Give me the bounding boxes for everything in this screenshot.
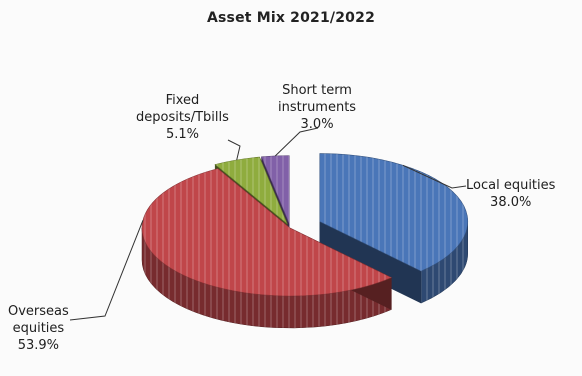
slice-texture-overseas-equities bbox=[141, 168, 392, 296]
label-overseas-equities: Overseas equities 53.9% bbox=[8, 303, 69, 354]
leader-lines bbox=[69, 127, 467, 321]
label-short-word2: instruments bbox=[278, 100, 357, 115]
label-fixed-deposits-name: Fixed deposits/Tbills bbox=[136, 93, 229, 125]
slice-tops bbox=[141, 153, 469, 297]
leader-line-fixed-deposits bbox=[227, 139, 241, 161]
label-short-term-value: 3.0% bbox=[300, 117, 334, 132]
leader-line-overseas-equities bbox=[69, 220, 144, 321]
leader-line-short-term bbox=[274, 127, 319, 157]
label-local-equities: Local equities 38.0% bbox=[466, 177, 555, 211]
label-short-term-name: Short term instruments bbox=[278, 83, 356, 115]
label-local-equities-value: 38.0% bbox=[490, 195, 532, 210]
label-short-word1: Short term bbox=[282, 83, 352, 98]
leader-line-local-equities bbox=[402, 164, 467, 189]
slice-texture-local-equities bbox=[319, 153, 468, 272]
label-fixed-deposits-value: 5.1% bbox=[165, 127, 199, 142]
label-fixed-word2: deposits/Tbills bbox=[136, 110, 229, 125]
label-fixed-deposits: Fixed deposits/Tbills 5.1% bbox=[136, 92, 229, 143]
label-overseas-equities-value: 53.9% bbox=[17, 338, 60, 353]
slice-texture-short-term bbox=[261, 155, 290, 224]
label-overseas-word1: Overseas bbox=[8, 304, 69, 319]
slice-texture-fixed-deposits bbox=[215, 157, 288, 224]
label-local-equities-name: Local equities bbox=[466, 178, 556, 193]
label-overseas-equities-name: Overseas equities bbox=[8, 304, 69, 336]
slice-wall-texture-overseas-equities bbox=[142, 228, 392, 328]
chart-title: Asset Mix 2021/2022 bbox=[206, 10, 376, 26]
label-overseas-word2: equities bbox=[12, 321, 65, 336]
label-fixed-word1: Fixed bbox=[165, 93, 200, 108]
label-short-term: Short term instruments 3.0% bbox=[278, 82, 356, 133]
slice-wall-texture-local-equities bbox=[421, 221, 468, 304]
